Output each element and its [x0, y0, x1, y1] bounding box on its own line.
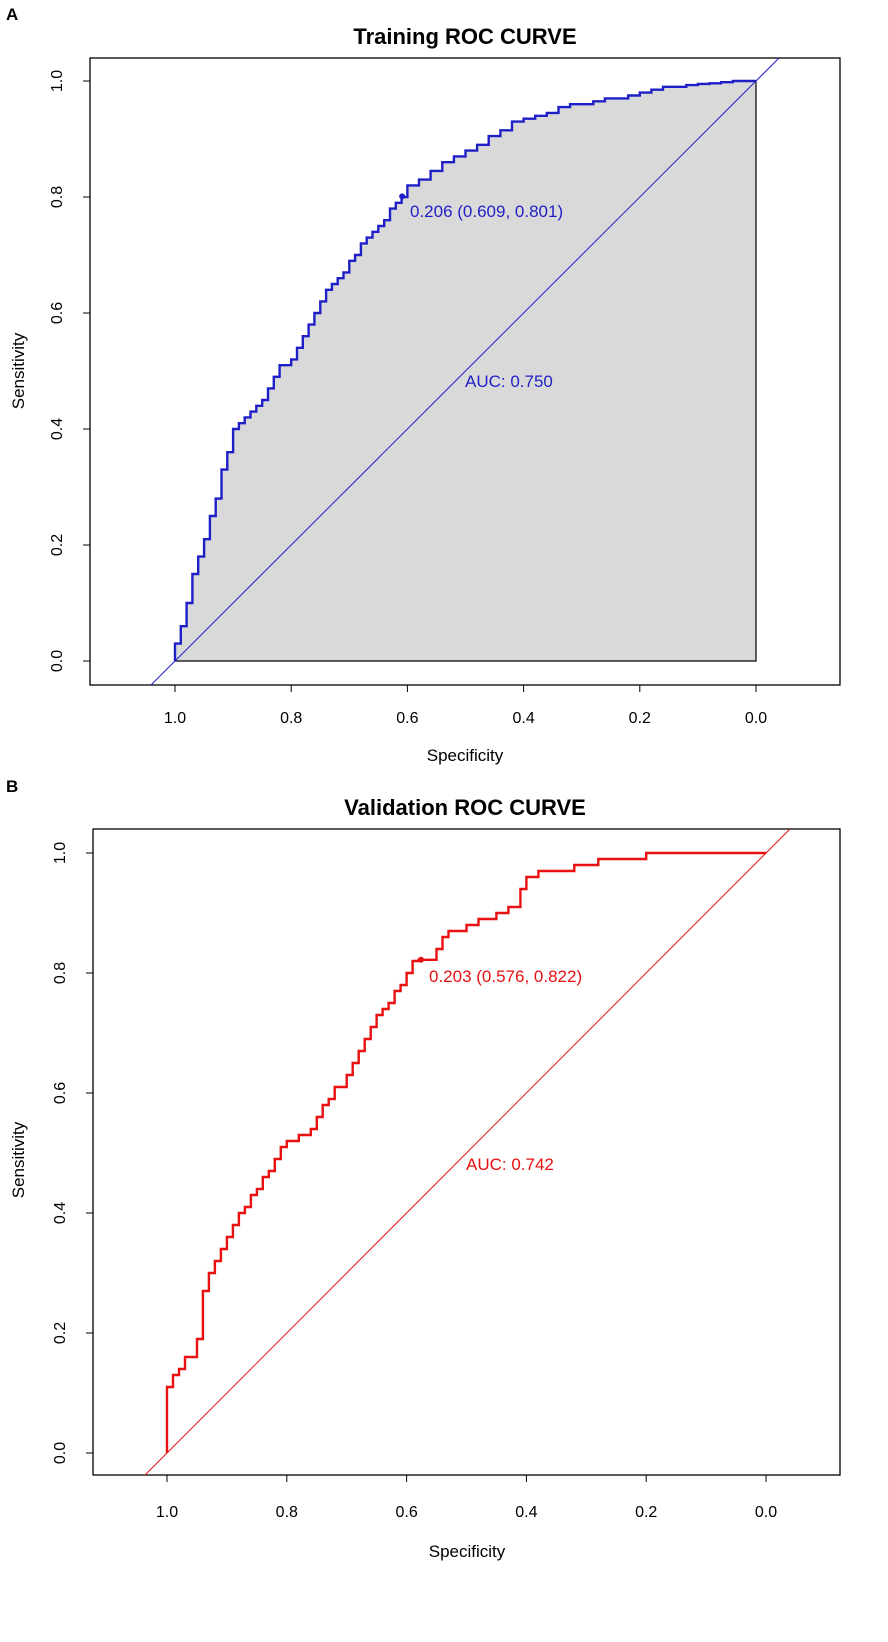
auc-label: AUC: 0.750	[465, 372, 553, 391]
panel-label: A	[6, 5, 18, 24]
chart-title: Training ROC CURVE	[353, 24, 576, 49]
y-tick-label: 0.8	[49, 186, 66, 208]
x-tick-label: 0.2	[629, 710, 651, 727]
y-tick-label: 0.0	[49, 650, 66, 672]
x-tick-label: 0.8	[280, 710, 302, 727]
chart-title: Validation ROC CURVE	[344, 795, 586, 820]
roc-curve-line	[165, 851, 766, 1453]
y-tick-label: 0.4	[52, 1202, 69, 1224]
diagonal-reference-line	[150, 57, 780, 686]
x-tick-label: 0.4	[515, 1504, 537, 1521]
x-axis-label: Specificity	[429, 1542, 506, 1561]
validation-roc-panel: B Validation ROC CURVE 1.0 0.8 0.6 0.4 0.2 0.…	[6, 777, 841, 1561]
y-tick-label: 0.4	[49, 418, 66, 440]
threshold-label: 0.203 (0.576, 0.822)	[429, 967, 582, 986]
y-tick-label: 1.0	[52, 842, 69, 864]
x-tick-label: 0.0	[745, 710, 767, 727]
x-tick-label: 0.2	[635, 1504, 657, 1521]
x-tick-label: 1.0	[156, 1504, 178, 1521]
x-tick-label: 0.4	[512, 710, 534, 727]
threshold-point	[417, 956, 424, 963]
x-tick-label: 0.6	[396, 710, 418, 727]
x-tick-label: 0.8	[276, 1504, 298, 1521]
panel-label: B	[6, 777, 18, 796]
training-roc-panel: A Training ROC CURVE 1.0 0.8 0.6 0.4 0.2 0.0 …	[6, 5, 841, 765]
y-axis-label: Sensitivity	[9, 1121, 28, 1198]
diagonal-reference-line	[144, 828, 791, 1476]
threshold-point	[399, 193, 406, 200]
y-tick-label: 0.2	[52, 1322, 69, 1344]
y-tick-label: 0.8	[52, 962, 69, 984]
x-tick-label: 1.0	[164, 710, 186, 727]
auc-label: AUC: 0.742	[466, 1155, 554, 1174]
y-tick-label: 0.0	[52, 1442, 69, 1464]
y-tick-label: 1.0	[49, 70, 66, 92]
y-axis-label: Sensitivity	[9, 332, 28, 409]
roc-curve-line	[173, 79, 756, 661]
y-tick-label: 0.6	[52, 1082, 69, 1104]
x-tick-label: 0.6	[395, 1504, 417, 1521]
threshold-label: 0.206 (0.609, 0.801)	[410, 202, 563, 221]
x-axis-label: Specificity	[427, 746, 504, 765]
x-tick-label: 0.0	[755, 1504, 777, 1521]
y-tick-label: 0.6	[49, 302, 66, 324]
y-tick-label: 0.2	[49, 534, 66, 556]
